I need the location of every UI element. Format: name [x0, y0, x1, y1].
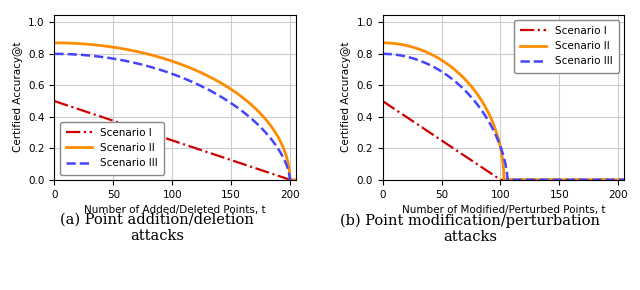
Line: Scenario I: Scenario I	[383, 101, 624, 180]
Scenario III	[286, 178, 294, 182]
Scenario III	[589, 178, 597, 182]
Scenario II	[287, 178, 295, 182]
Scenario II	[261, 117, 269, 120]
Scenario III	[154, 67, 161, 71]
Legend: Scenario I, Scenario II, Scenario III: Scenario I, Scenario II, Scenario III	[514, 20, 619, 72]
Scenario I	[406, 118, 414, 121]
Scenario III	[620, 178, 628, 182]
Line: Scenario III: Scenario III	[54, 54, 296, 180]
Scenario I	[286, 178, 294, 182]
Line: Scenario III: Scenario III	[383, 54, 624, 180]
Scenario I	[420, 127, 428, 131]
Text: (a) Point addition/deletion
attacks: (a) Point addition/deletion attacks	[60, 213, 253, 243]
Scenario III	[292, 178, 300, 182]
Scenario II	[92, 43, 100, 47]
Scenario III	[616, 178, 623, 182]
Scenario II	[482, 106, 490, 109]
Scenario III	[92, 55, 100, 58]
Scenario III	[379, 52, 387, 56]
Scenario II	[500, 178, 508, 182]
Scenario III	[504, 178, 511, 182]
Scenario II	[589, 178, 597, 182]
Scenario I	[589, 178, 597, 182]
Scenario I	[143, 130, 151, 134]
Scenario I	[292, 178, 300, 182]
Y-axis label: Certified Accuracy@t: Certified Accuracy@t	[341, 42, 351, 153]
Scenario II	[286, 178, 294, 182]
Scenario III	[143, 64, 151, 68]
Line: Scenario II: Scenario II	[54, 43, 296, 180]
Legend: Scenario I, Scenario II, Scenario III: Scenario I, Scenario II, Scenario III	[60, 122, 164, 175]
Scenario I	[482, 168, 490, 172]
Scenario II	[143, 52, 151, 56]
Scenario I	[51, 99, 58, 103]
Scenario III	[482, 115, 490, 118]
X-axis label: Number of Added/Deleted Points, t: Number of Added/Deleted Points, t	[84, 205, 266, 215]
Scenario II	[406, 45, 414, 48]
Y-axis label: Certified Accuracy@t: Certified Accuracy@t	[13, 42, 22, 153]
Scenario I	[78, 108, 86, 112]
Scenario II	[471, 90, 479, 93]
Scenario I	[287, 178, 295, 182]
Scenario III	[78, 53, 86, 57]
Scenario III	[51, 52, 58, 56]
Scenario II	[292, 178, 300, 182]
X-axis label: Number of Modified/Perturbed Points, t: Number of Modified/Perturbed Points, t	[401, 205, 605, 215]
Scenario I	[497, 178, 504, 182]
Scenario II	[620, 178, 628, 182]
Scenario II	[154, 55, 161, 58]
Scenario I	[616, 178, 623, 182]
Text: (b) Point modification/perturbation
attacks: (b) Point modification/perturbation atta…	[340, 213, 600, 244]
Scenario III	[287, 178, 295, 182]
Scenario I	[620, 178, 628, 182]
Scenario II	[420, 50, 428, 53]
Scenario III	[261, 130, 269, 134]
Scenario III	[420, 61, 428, 64]
Scenario II	[51, 41, 58, 45]
Scenario I	[379, 99, 387, 103]
Scenario I	[471, 161, 479, 165]
Scenario II	[616, 178, 623, 182]
Scenario I	[92, 113, 100, 117]
Scenario III	[406, 56, 414, 59]
Scenario I	[261, 170, 269, 173]
Scenario II	[379, 41, 387, 45]
Scenario II	[78, 42, 86, 46]
Line: Scenario II: Scenario II	[383, 43, 624, 180]
Line: Scenario I: Scenario I	[54, 101, 296, 180]
Scenario III	[471, 100, 479, 104]
Scenario I	[154, 134, 161, 137]
